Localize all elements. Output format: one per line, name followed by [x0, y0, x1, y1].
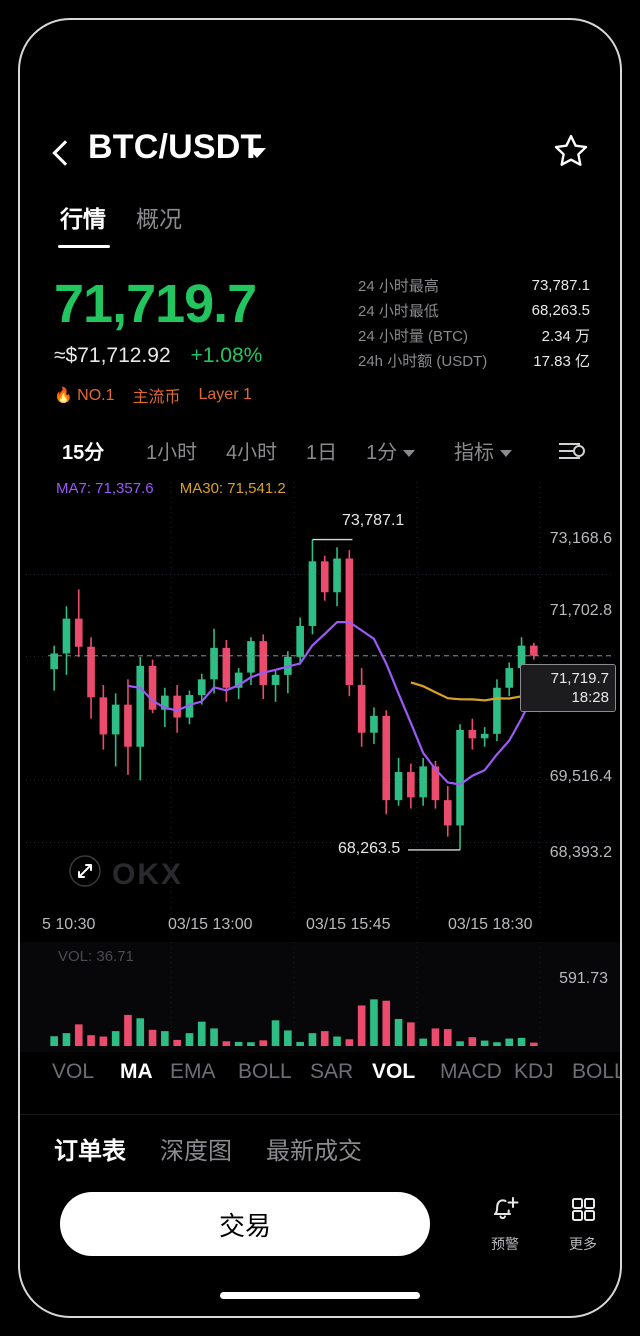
- tag-layer1[interactable]: Layer 1: [198, 386, 252, 403]
- timeframe-4h[interactable]: 4小时: [226, 442, 278, 464]
- indicator-boll[interactable]: BOLL: [238, 1060, 292, 1083]
- action-bar: 交易 预警 更多: [20, 1178, 620, 1276]
- tag-mainstream[interactable]: 主流币: [132, 389, 181, 406]
- x-axis-label: 03/15 15:45: [306, 916, 391, 933]
- stat-label: 24 小时量 (BTC): [358, 328, 469, 345]
- bottom-tabs: 订单表 深度图 最新成交: [20, 1114, 620, 1178]
- stat-value: 73,787.1: [531, 277, 590, 294]
- phone-frame: BTC/USDT 行情 概况 71,719.7 ≈$71,712.92 +1.0…: [18, 18, 622, 1318]
- page-title[interactable]: BTC/USDT: [88, 128, 262, 166]
- stat-value: 2.34 万: [541, 328, 590, 345]
- indicator-dropdown-label: 指标: [454, 442, 494, 464]
- chevron-down-icon: [403, 450, 416, 458]
- grid-more-icon: [572, 1198, 595, 1221]
- kline-canvas[interactable]: [20, 476, 620, 924]
- app-header: BTC/USDT: [20, 124, 620, 184]
- stat-value: 17.83 亿: [533, 353, 590, 370]
- price-subline: ≈$71,712.92 +1.08%: [54, 344, 262, 368]
- y-axis-label: 68,393.2: [549, 844, 612, 861]
- ma-legend: MA7: 71,357.6 MA30: 71,541.2: [56, 480, 286, 497]
- chevron-down-icon: [500, 450, 512, 458]
- x-axis-label: 5 10:30: [42, 916, 96, 933]
- fire-icon: 🔥: [54, 386, 73, 404]
- tab-overview[interactable]: 概况: [136, 206, 182, 232]
- stat-label: 24 小时最低: [358, 303, 439, 320]
- chevron-down-icon[interactable]: [248, 148, 266, 158]
- tag-rank[interactable]: 🔥 NO.1: [54, 386, 114, 405]
- current-price-tag: 71,719.7 18:28: [520, 664, 616, 712]
- timeframe-1h[interactable]: 1小时: [146, 442, 198, 464]
- price-change-percent: +1.08%: [190, 344, 263, 367]
- price-usd-value: ≈$71,712.92: [54, 344, 171, 367]
- indicator-dropdown[interactable]: 指标: [454, 436, 512, 465]
- tag-rank-label: NO.1: [77, 386, 115, 404]
- bell-plus-icon: [494, 1197, 519, 1220]
- asset-tags: 🔥 NO.1 主流币 Layer 1: [54, 383, 252, 407]
- trade-button[interactable]: 交易: [60, 1192, 430, 1256]
- stat-label: 24h 小时额 (USDT): [358, 353, 488, 370]
- tab-market[interactable]: 行情: [54, 196, 112, 248]
- tab-trades[interactable]: 最新成交: [266, 1138, 362, 1165]
- volume-chart[interactable]: VOL: 36.71 591.73: [20, 942, 620, 1052]
- chart-settings-icon[interactable]: [556, 438, 586, 464]
- indicator-ma[interactable]: MA: [120, 1060, 153, 1083]
- stat-row-low: 24 小时最低 68,263.5: [358, 298, 590, 323]
- home-indicator: [220, 1292, 420, 1299]
- timeframe-bar: 15分 1小时 4小时 1日 1分 指标: [20, 428, 620, 476]
- y-axis-label: 71,702.8: [549, 602, 612, 619]
- fullscreen-expand-icon[interactable]: [68, 854, 102, 888]
- tab-orderbook[interactable]: 订单表: [54, 1138, 126, 1165]
- stat-value: 68,263.5: [531, 302, 590, 319]
- ma30-legend: MA30: 71,541.2: [179, 480, 286, 497]
- indicator-kdj[interactable]: KDJ: [514, 1060, 554, 1083]
- timeframe-1d[interactable]: 1日: [306, 442, 338, 464]
- alert-button[interactable]: 预警: [470, 1192, 540, 1254]
- indicator-boll-2[interactable]: BOLL: [572, 1060, 622, 1083]
- period-low-marker: 68,263.5: [338, 840, 401, 857]
- star-outline-icon[interactable]: [552, 132, 590, 170]
- current-price-time: 18:28: [571, 689, 609, 706]
- indicator-macd[interactable]: MACD: [440, 1060, 502, 1083]
- current-price-value: 71,719.7: [550, 670, 609, 687]
- more-button[interactable]: 更多: [548, 1192, 618, 1254]
- chevron-left-icon[interactable]: [50, 138, 72, 170]
- x-axis-label: 03/15 13:00: [168, 916, 253, 933]
- stat-row-volume-btc: 24 小时量 (BTC) 2.34 万: [358, 323, 590, 348]
- stat-row-volume-usdt: 24h 小时额 (USDT) 17.83 亿: [358, 348, 590, 373]
- market-stats: 24 小时最高 73,787.1 24 小时最低 68,263.5 24 小时量…: [358, 273, 590, 373]
- indicator-sar[interactable]: SAR: [310, 1060, 354, 1083]
- app-screen: BTC/USDT 行情 概况 71,719.7 ≈$71,712.92 +1.0…: [20, 20, 620, 1316]
- indicator-row: VOL MA EMA BOLL SAR VOL MACD KDJ BOLL: [20, 1056, 620, 1098]
- timeframe-15m[interactable]: 15分: [62, 442, 105, 464]
- timeframe-more-label: 1分: [366, 442, 398, 464]
- y-axis-label: 73,168.6: [549, 530, 612, 547]
- okx-watermark: OKX: [112, 858, 184, 891]
- stat-label: 24 小时最高: [358, 278, 439, 295]
- indicator-ema[interactable]: EMA: [170, 1060, 216, 1083]
- ma7-legend: MA7: 71,357.6: [56, 480, 154, 497]
- y-axis-label: 69,516.4: [549, 768, 612, 785]
- x-axis-label: 03/15 18:30: [448, 916, 533, 933]
- indicator-vol-ma[interactable]: VOL: [52, 1060, 95, 1083]
- period-high-marker: 73,787.1: [342, 512, 405, 529]
- view-tabs: 行情 概况: [20, 196, 620, 252]
- tab-depth[interactable]: 深度图: [160, 1138, 232, 1165]
- volume-max-label: 591.73: [559, 970, 608, 987]
- more-label: 更多: [569, 1236, 597, 1252]
- last-price: 71,719.7: [54, 274, 257, 334]
- stat-row-high: 24 小时最高 73,787.1: [358, 273, 590, 298]
- volume-canvas: [20, 942, 620, 1052]
- indicator-vol[interactable]: VOL: [372, 1060, 416, 1083]
- candlestick-chart[interactable]: MA7: 71,357.6 MA30: 71,541.2 73,168.6 71…: [20, 476, 620, 924]
- volume-legend: VOL: 36.71: [58, 948, 134, 965]
- timeframe-more-dropdown[interactable]: 1分: [366, 436, 416, 465]
- alert-label: 预警: [491, 1236, 519, 1252]
- x-axis: 5 10:30 03/15 13:00 03/15 15:45 03/15 18…: [20, 916, 620, 946]
